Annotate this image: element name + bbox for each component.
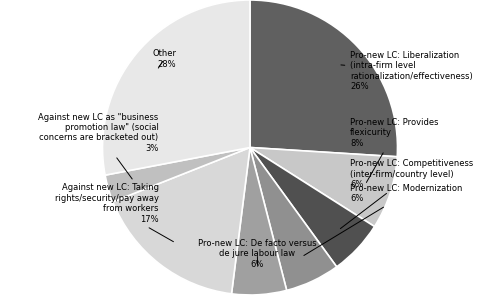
Wedge shape [232, 148, 286, 295]
Text: Pro-new LC: Provides
flexicurity
8%: Pro-new LC: Provides flexicurity 8% [350, 118, 439, 182]
Wedge shape [250, 0, 398, 157]
Text: Against new LC as "business
promotion law" (social
concerns are bracketed out)
3: Against new LC as "business promotion la… [38, 113, 158, 179]
Text: Pro-new LC: Liberalization
(intra-firm level
rationalization/effectiveness)
26%: Pro-new LC: Liberalization (intra-firm l… [341, 51, 473, 91]
Text: Other
28%: Other 28% [152, 49, 176, 69]
Wedge shape [102, 0, 250, 175]
Text: Pro-new LC: Modernization
6%: Pro-new LC: Modernization 6% [304, 183, 462, 255]
Text: Against new LC: Taking
rights/security/pay away
from workers
17%: Against new LC: Taking rights/security/p… [54, 183, 174, 242]
Wedge shape [250, 148, 374, 267]
Wedge shape [113, 148, 250, 294]
Text: Pro-new LC: De facto versus
de jure labour law
6%: Pro-new LC: De facto versus de jure labo… [198, 239, 316, 269]
Text: Pro-new LC: Competitiveness
(inter-firm/country level)
6%: Pro-new LC: Competitiveness (inter-firm/… [340, 159, 473, 229]
Wedge shape [250, 148, 336, 290]
Wedge shape [105, 148, 250, 202]
Wedge shape [250, 148, 397, 227]
